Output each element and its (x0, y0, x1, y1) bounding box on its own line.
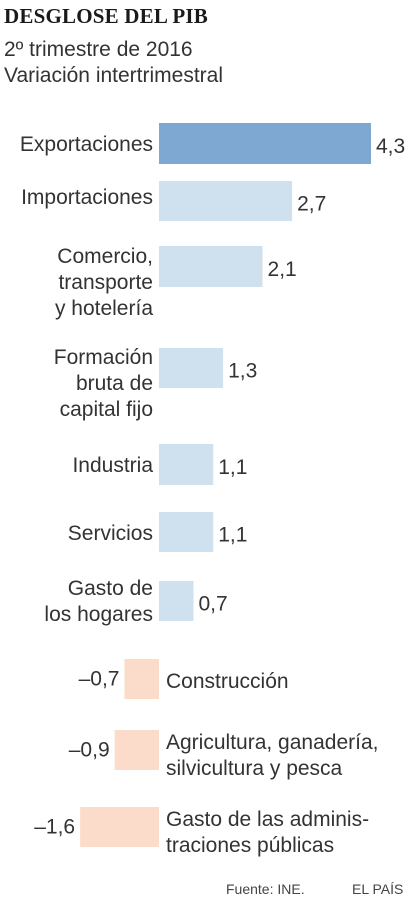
chart-subtitle-period: 2º trimestre de 2016 (4, 38, 193, 61)
value-label-4: 1,3 (228, 360, 257, 383)
bar-2 (159, 181, 293, 221)
category-label-10: Gasto de las adminis-traciones públicas (166, 808, 369, 857)
category-label-3: Comercio, transporte y hotelería (55, 245, 153, 320)
value-label-6: 1,1 (218, 524, 247, 547)
bar-3 (159, 246, 263, 287)
chart-subtitle-measure: Variación intertrimestral (4, 64, 224, 87)
source-note: Fuente: INE. (226, 881, 305, 897)
value-label-7: 0,7 (199, 593, 228, 616)
category-label-2: Importaciones (21, 186, 153, 209)
bar-9 (114, 730, 159, 770)
category-label-6: Servicios (68, 522, 153, 545)
value-label-2: 2,7 (297, 193, 326, 216)
category-label-5: Industria (72, 454, 153, 477)
value-label-10: –1,6 (34, 816, 75, 839)
value-label-8: –0,7 (79, 668, 120, 691)
category-label-4: Formación bruta de capital fijo (54, 346, 153, 421)
value-label-3: 2,1 (268, 258, 297, 281)
category-label-7: Gasto de los hogares (44, 577, 153, 626)
bar-6 (159, 512, 214, 552)
value-label-9: –0,9 (69, 739, 110, 762)
category-label-9: Agricultura, ganadería, silvicultura y pe… (166, 731, 378, 780)
bar-7 (159, 581, 194, 621)
bar-8 (124, 659, 159, 699)
bar-5 (159, 444, 214, 485)
bar-4 (159, 348, 224, 388)
value-label-5: 1,1 (218, 456, 247, 479)
bar-1 (159, 123, 371, 164)
publisher-brand: EL PAÍS (352, 881, 404, 897)
category-label-1: Exportaciones (20, 133, 153, 156)
value-label-1: 4,3 (376, 135, 405, 158)
bar-10 (80, 807, 159, 847)
category-label-8: Construcción (166, 670, 289, 693)
chart-title: DESGLOSE DEL PIB (4, 4, 208, 28)
